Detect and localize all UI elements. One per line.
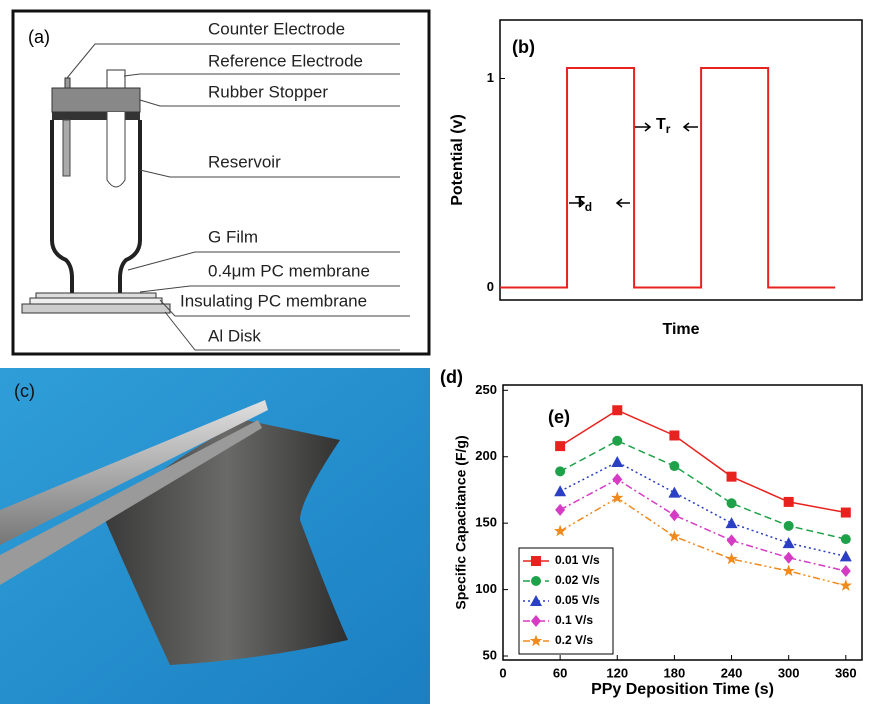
x-tick-label: 180 bbox=[664, 665, 686, 680]
marker bbox=[840, 550, 852, 561]
x-axis-label: Time bbox=[662, 321, 699, 338]
marker bbox=[727, 498, 737, 508]
annotation-sub: d bbox=[585, 200, 592, 214]
series-line bbox=[560, 410, 846, 512]
panel-label: (d) bbox=[440, 367, 463, 387]
legend-label: 0.01 V/s bbox=[555, 553, 600, 567]
series-line bbox=[560, 462, 846, 556]
label: Al Disk bbox=[208, 326, 261, 345]
annotation: Tr bbox=[656, 116, 671, 136]
y-tick-label: 0 bbox=[487, 279, 494, 294]
x-tick-label: 360 bbox=[835, 665, 857, 680]
figure: (a) Counter Electrode Reference Electrod… bbox=[0, 0, 869, 704]
legend-label: 0.05 V/s bbox=[555, 593, 600, 607]
counter-rod bbox=[63, 120, 70, 176]
marker bbox=[784, 521, 794, 531]
marker bbox=[668, 487, 680, 498]
marker bbox=[727, 534, 737, 546]
marker bbox=[555, 504, 565, 516]
y-tick-label: 100 bbox=[475, 581, 497, 596]
reference-electrode bbox=[107, 70, 125, 90]
label: Reservoir bbox=[208, 152, 281, 171]
marker bbox=[555, 441, 565, 451]
marker bbox=[531, 576, 541, 586]
marker bbox=[841, 508, 851, 518]
charts: (e) Td Tr bbox=[548, 116, 698, 427]
y-tick-label: 150 bbox=[475, 515, 497, 530]
marker bbox=[784, 497, 794, 507]
reference-tube bbox=[107, 112, 125, 187]
marker bbox=[555, 466, 565, 476]
panel-label: (a) bbox=[28, 27, 50, 47]
plot-frame bbox=[500, 20, 862, 300]
x-tick-label: 60 bbox=[553, 665, 567, 680]
legend-label: 0.02 V/s bbox=[555, 573, 600, 587]
photo: (c) bbox=[0, 368, 430, 704]
label: Reference Electrode bbox=[208, 51, 363, 70]
y-axis-label: Specific Capacitance (F/g) bbox=[453, 435, 469, 609]
series-line bbox=[500, 68, 835, 287]
inset-label: (e) bbox=[548, 407, 570, 427]
annotation-sub: r bbox=[666, 122, 671, 136]
x-tick-label: 300 bbox=[778, 665, 800, 680]
marker bbox=[531, 556, 541, 566]
label: 0.4μm PC membrane bbox=[208, 261, 370, 280]
marker bbox=[841, 565, 851, 577]
label: Counter Electrode bbox=[208, 19, 345, 38]
x-tick-label: 0 bbox=[499, 665, 506, 680]
al-disk bbox=[22, 304, 170, 313]
marker bbox=[669, 461, 679, 471]
marker bbox=[726, 517, 738, 528]
page: (a) Counter Electrode Reference Electrod… bbox=[0, 0, 869, 704]
marker bbox=[612, 405, 622, 415]
marker bbox=[669, 509, 679, 521]
marker bbox=[841, 534, 851, 544]
y-axis-label: Potential (v) bbox=[449, 114, 466, 206]
stopper-band bbox=[52, 112, 140, 120]
pc-membrane bbox=[36, 293, 156, 298]
marker bbox=[668, 530, 680, 542]
label: Rubber Stopper bbox=[208, 82, 328, 101]
marker bbox=[782, 564, 794, 576]
insulating-membrane bbox=[30, 298, 162, 304]
legend-label: 0.1 V/s bbox=[555, 613, 593, 627]
label: Insulating PC membrane bbox=[180, 291, 367, 310]
marker bbox=[669, 430, 679, 440]
diagram: (a) Counter Electrode Reference Electrod… bbox=[13, 11, 429, 354]
marker bbox=[611, 456, 623, 467]
marker bbox=[612, 473, 622, 485]
panel-label: (b) bbox=[512, 37, 535, 57]
y-tick-label: 250 bbox=[475, 382, 497, 397]
legend-label: 0.2 V/s bbox=[555, 633, 593, 647]
rubber-stopper bbox=[52, 88, 140, 112]
marker bbox=[783, 537, 795, 548]
marker bbox=[784, 552, 794, 564]
marker bbox=[554, 485, 566, 496]
label: G Film bbox=[208, 227, 258, 246]
x-axis-label: PPy Deposition Time (s) bbox=[591, 681, 774, 698]
marker bbox=[727, 472, 737, 482]
marker bbox=[554, 525, 566, 537]
x-tick-label: 120 bbox=[606, 665, 628, 680]
x-tick-label: 240 bbox=[721, 665, 743, 680]
annotation-text: T bbox=[656, 116, 666, 133]
y-tick-label: 50 bbox=[483, 647, 497, 662]
y-tick-label: 200 bbox=[475, 448, 497, 463]
marker bbox=[840, 579, 852, 591]
y-tick-label: 1 bbox=[487, 70, 494, 85]
marker bbox=[725, 553, 737, 565]
panel-label: (c) bbox=[14, 381, 35, 401]
marker bbox=[612, 436, 622, 446]
